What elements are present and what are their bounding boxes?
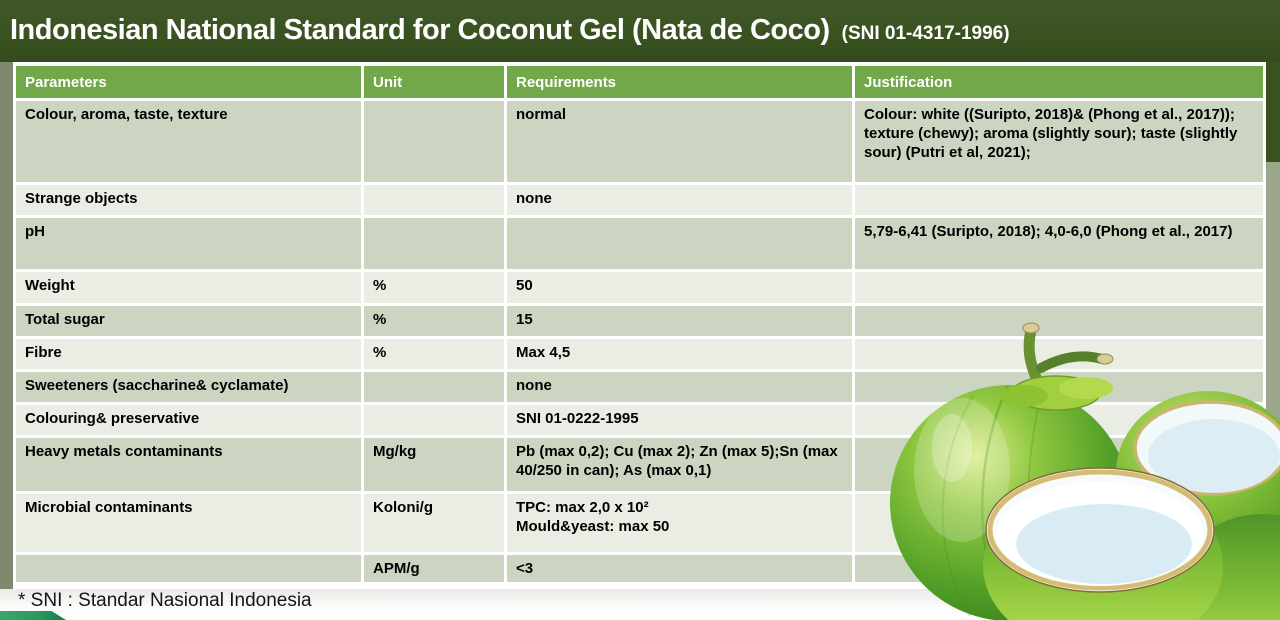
requirement-cell: 50 (507, 272, 852, 303)
parameter-cell: Total sugar (16, 306, 361, 336)
justification-cell: Colour: white ((Suripto, 2018)& (Phong e… (855, 101, 1263, 182)
justification-cell (855, 372, 1263, 402)
table-row: Strange objects none (16, 185, 1263, 215)
requirement-cell: SNI 01-0222-1995 (507, 405, 852, 435)
left-edge-strip (0, 62, 13, 592)
requirement-cell: <3 (507, 555, 852, 582)
table-header-row: Parameters Unit Requirements Justificati… (16, 66, 1263, 98)
parameter-cell: Colouring& preservative (16, 405, 361, 435)
table-row: Fibre % Max 4,5 (16, 339, 1263, 369)
standard-number: (SNI 01-4317-1996) (841, 23, 1010, 44)
parameter-cell: pH (16, 218, 361, 269)
unit-cell (364, 372, 504, 402)
unit-cell (364, 405, 504, 435)
requirement-cell: Pb (max 0,2); Cu (max 2); Zn (max 5);Sn … (507, 438, 852, 491)
justification-cell (855, 405, 1263, 435)
justification-cell (855, 185, 1263, 215)
table-row: Weight % 50 (16, 272, 1263, 303)
table-row: Heavy metals contaminants Mg/kg Pb (max … (16, 438, 1263, 491)
header-parameters: Parameters (16, 66, 361, 98)
parameter-cell: Fibre (16, 339, 361, 369)
requirement-cell: normal (507, 101, 852, 182)
unit-cell: Mg/kg (364, 438, 504, 491)
unit-cell: % (364, 339, 504, 369)
standards-table: Parameters Unit Requirements Justificati… (13, 63, 1266, 585)
table-row: Colour, aroma, taste, texture normal Col… (16, 101, 1263, 182)
requirement-cell: Max 4,5 (507, 339, 852, 369)
requirement-cell (507, 218, 852, 269)
requirement-cell: 15 (507, 306, 852, 336)
slide-title-bar: Indonesian National Standard for Coconut… (0, 0, 1280, 62)
justification-cell (855, 494, 1263, 552)
right-edge-dark-block (1266, 62, 1280, 162)
justification-cell (855, 306, 1263, 336)
justification-cell (855, 339, 1263, 369)
table-row: Colouring& preservative SNI 01-0222-1995 (16, 405, 1263, 435)
justification-cell (855, 555, 1263, 582)
unit-cell: % (364, 306, 504, 336)
requirement-cell: none (507, 372, 852, 402)
unit-cell (364, 218, 504, 269)
justification-cell (855, 438, 1263, 491)
justification-cell (855, 272, 1263, 303)
parameter-cell: Sweeteners (saccharine& cyclamate) (16, 372, 361, 402)
requirement-cell: TPC: max 2,0 x 10² Mould&yeast: max 50 (507, 494, 852, 552)
parameter-cell: Heavy metals contaminants (16, 438, 361, 491)
parameter-cell: Colour, aroma, taste, texture (16, 101, 361, 182)
justification-cell: 5,79-6,41 (Suripto, 2018); 4,0-6,0 (Phon… (855, 218, 1263, 269)
header-requirements: Requirements (507, 66, 852, 98)
unit-cell (364, 185, 504, 215)
table-row: APM/g <3 (16, 555, 1263, 582)
unit-cell (364, 101, 504, 182)
table-row: Microbial contaminants Koloni/g TPC: max… (16, 494, 1263, 552)
table-row: Sweeteners (saccharine& cyclamate) none (16, 372, 1263, 402)
requirement-cell: none (507, 185, 852, 215)
unit-cell: % (364, 272, 504, 303)
parameter-cell: Strange objects (16, 185, 361, 215)
green-accent-flag (0, 611, 66, 620)
table-row: pH 5,79-6,41 (Suripto, 2018); 4,0-6,0 (P… (16, 218, 1263, 269)
parameter-cell (16, 555, 361, 582)
header-unit: Unit (364, 66, 504, 98)
parameter-cell: Microbial contaminants (16, 494, 361, 552)
page-title: Indonesian National Standard for Coconut… (10, 14, 830, 46)
table-row: Total sugar % 15 (16, 306, 1263, 336)
unit-cell: APM/g (364, 555, 504, 582)
footnote: * SNI : Standar Nasional Indonesia (18, 590, 312, 611)
unit-cell: Koloni/g (364, 494, 504, 552)
header-justification: Justification (855, 66, 1263, 98)
parameter-cell: Weight (16, 272, 361, 303)
